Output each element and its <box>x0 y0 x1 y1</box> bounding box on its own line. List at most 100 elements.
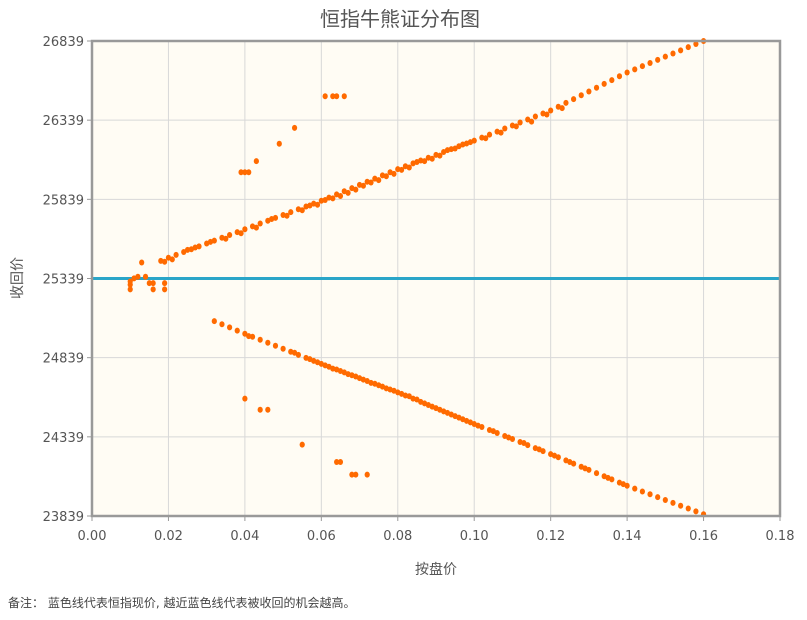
data-point <box>322 196 328 203</box>
plot-frame <box>90 39 782 518</box>
data-point <box>364 471 370 478</box>
data-point <box>548 107 554 114</box>
data-point <box>639 488 646 495</box>
data-point <box>563 99 569 106</box>
x-tick-label: 0.04 <box>230 529 259 544</box>
y-tick-label: 23839 <box>43 510 84 525</box>
data-point <box>234 327 240 334</box>
x-tick-label: 0.00 <box>78 529 107 544</box>
data-point <box>288 209 294 216</box>
data-point <box>341 93 347 100</box>
data-point <box>330 93 336 100</box>
data-point <box>127 278 133 285</box>
data-point <box>578 92 584 99</box>
data-point <box>127 286 133 293</box>
data-point <box>173 251 179 258</box>
data-point <box>276 140 282 147</box>
data-point <box>368 179 374 186</box>
data-point <box>242 169 248 176</box>
data-point <box>253 158 259 165</box>
data-point <box>502 125 508 132</box>
data-point <box>376 177 382 184</box>
data-point <box>253 224 259 231</box>
data-point <box>540 448 546 455</box>
x-tick-label: 0.02 <box>154 529 183 544</box>
data-point <box>586 466 592 473</box>
data-point <box>299 207 305 214</box>
x-tick-label: 0.14 <box>613 529 642 544</box>
data-point <box>242 330 248 337</box>
y-tick-label: 26339 <box>43 114 84 129</box>
data-point <box>494 430 500 437</box>
data-point <box>238 230 244 237</box>
data-point <box>601 80 607 87</box>
data-point <box>238 169 244 176</box>
data-point <box>471 137 477 144</box>
data-point <box>525 442 531 449</box>
data-point <box>486 131 493 138</box>
x-tick-label: 0.10 <box>460 529 489 544</box>
data-point <box>299 441 305 448</box>
x-tick-label: 0.12 <box>536 529 565 544</box>
data-point <box>142 273 149 280</box>
data-point <box>353 186 359 193</box>
data-point <box>399 166 405 173</box>
data-point <box>586 88 592 95</box>
data-point <box>139 259 145 266</box>
data-point <box>532 113 538 120</box>
y-tick-label: 24839 <box>43 352 84 367</box>
data-point <box>483 135 489 142</box>
footnote: 备注： 蓝色线代表恒指现价, 越近蓝色线代表被收回的机会越高。 <box>8 596 356 610</box>
data-point <box>571 96 577 103</box>
data-point <box>246 169 252 176</box>
data-point <box>223 235 229 242</box>
data-point <box>272 214 279 221</box>
data-point <box>421 158 428 165</box>
data-point <box>280 345 286 352</box>
chart-title: 恒指牛熊证分布图 <box>320 7 480 31</box>
data-point <box>647 491 653 498</box>
y-tick-label: 25339 <box>43 273 84 288</box>
x-axis-label: 按盘价 <box>415 561 457 578</box>
data-point <box>169 256 175 263</box>
data-point <box>655 56 661 63</box>
data-point <box>162 258 168 265</box>
data-point <box>135 273 141 280</box>
data-point <box>246 333 252 340</box>
data-point <box>437 152 443 159</box>
data-point <box>184 246 191 253</box>
data-point <box>414 396 420 403</box>
data-point <box>616 73 623 80</box>
data-point <box>353 471 359 478</box>
y-tick-label: 25839 <box>43 193 84 208</box>
data-point <box>528 118 535 125</box>
data-point <box>513 123 519 130</box>
data-point <box>593 470 600 477</box>
data-point <box>257 220 263 227</box>
data-point <box>219 321 225 328</box>
data-point <box>685 505 691 512</box>
y-tick-label: 24339 <box>43 431 84 446</box>
data-point <box>509 436 516 443</box>
data-point <box>555 454 561 461</box>
data-point <box>647 60 653 67</box>
data-point <box>479 424 485 431</box>
data-point <box>242 226 248 233</box>
data-point <box>632 66 638 73</box>
data-point <box>624 69 630 76</box>
data-point <box>322 93 328 100</box>
data-points <box>127 38 707 518</box>
data-point <box>678 502 684 509</box>
data-point <box>360 182 366 189</box>
data-point <box>227 324 233 331</box>
data-point <box>150 280 156 287</box>
x-tick-label: 0.16 <box>689 529 718 544</box>
data-point <box>479 134 485 141</box>
data-point <box>211 237 217 244</box>
data-point <box>295 351 301 358</box>
data-point <box>249 333 256 340</box>
data-point <box>609 77 615 84</box>
data-point <box>314 201 321 208</box>
data-point <box>349 471 355 478</box>
